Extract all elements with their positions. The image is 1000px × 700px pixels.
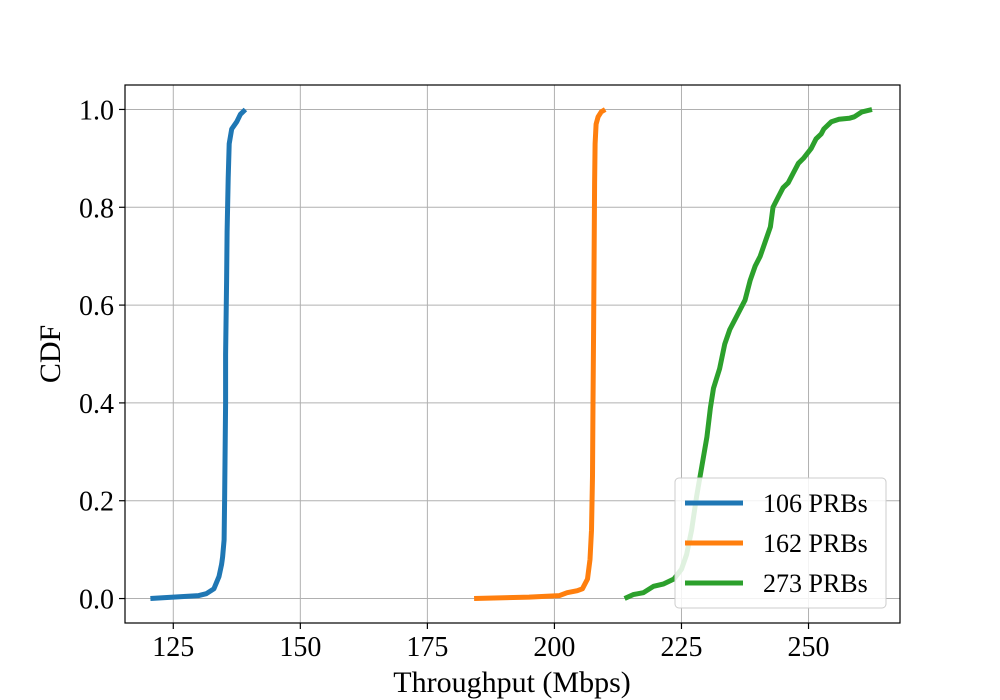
x-tick-label: 200 — [533, 632, 575, 663]
y-tick-label: 0.8 — [79, 193, 114, 224]
y-axis-label: CDF — [34, 325, 67, 383]
legend: 106 PRBs 162 PRBs 273 PRBs — [674, 477, 887, 609]
y-tick-label: 0.2 — [79, 487, 114, 518]
legend-box — [674, 477, 887, 609]
series-line-2 — [474, 107, 607, 601]
legend-label: 273 PRBs — [763, 569, 868, 598]
x-tick-label: 250 — [788, 632, 830, 663]
x-axis-label: Throughput (Mbps) — [393, 666, 630, 699]
y-tick-label: 0.4 — [79, 389, 114, 420]
plot-frame — [124, 84, 901, 624]
x-tick-label: 175 — [406, 632, 448, 663]
legend-label: 162 PRBs — [763, 529, 868, 558]
y-tick-label: 0.6 — [79, 291, 114, 322]
x-tick-label: 150 — [279, 632, 321, 663]
series-line-1 — [150, 107, 248, 601]
y-tick-label: 0.0 — [79, 585, 114, 616]
legend-label: 106 PRBs — [763, 489, 868, 518]
x-axis-ticks: 125 150 175 200 225 250 — [152, 623, 830, 663]
x-tick-label: 225 — [660, 632, 702, 663]
grid — [125, 85, 900, 623]
y-tick-label: 1.0 — [79, 95, 114, 126]
y-axis-ticks: 0.0 0.2 0.4 0.6 0.8 1.0 — [79, 95, 125, 616]
x-tick-label: 125 — [152, 632, 194, 663]
